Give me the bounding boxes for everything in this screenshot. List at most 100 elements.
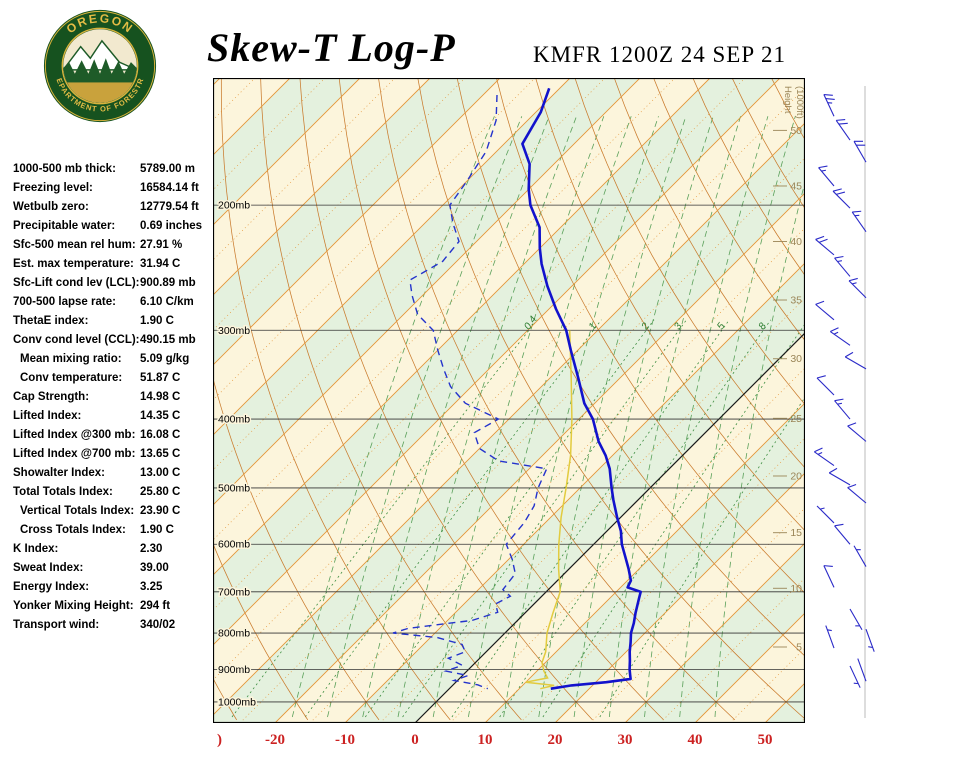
index-label: Showalter Index: xyxy=(13,467,106,479)
axis-tick-label: -10 xyxy=(335,732,355,748)
wind-barb-staff xyxy=(853,141,867,163)
pressure-label: 1000mb xyxy=(218,696,256,708)
index-value: 5789.00 m xyxy=(140,163,195,175)
index-label: K Index: xyxy=(13,543,59,555)
mixing-ratio-lines xyxy=(231,319,805,718)
wind-barb-feather xyxy=(838,122,848,125)
index-label: Total Totals Index: xyxy=(13,486,113,498)
wind-barb-staff xyxy=(835,120,851,141)
index-value: 16584.14 ft xyxy=(140,182,199,194)
index-label: Sfc-500 mean rel hum: xyxy=(13,239,136,251)
logo-forest-scene xyxy=(63,39,137,103)
wind-barb-feather xyxy=(834,523,844,527)
height-mark-label: 45 xyxy=(790,180,802,192)
index-row: Cross Totals Index: 1.90 C xyxy=(13,521,215,540)
height-mark-label: 40 xyxy=(790,236,802,248)
wind-barb-staff xyxy=(849,608,863,631)
wind-barb-staff xyxy=(834,400,851,420)
axis-tick-label: 0 xyxy=(411,732,419,748)
chart-border xyxy=(213,78,805,723)
logo-rim xyxy=(44,10,156,122)
index-label: Yonker Mixing Height: xyxy=(13,600,134,612)
wind-barb-feather xyxy=(847,483,857,489)
wind-barb-staff xyxy=(857,658,867,682)
height-mark-label: 30 xyxy=(790,353,802,365)
index-row: Cap Strength: 14.98 C xyxy=(13,388,215,407)
mixing-ratio-label: 3 xyxy=(672,321,684,332)
height-mark-label: 10 xyxy=(790,583,802,595)
index-row: 1000-500 mb thick: 5789.00 m xyxy=(13,160,215,179)
wind-barb-feather xyxy=(848,277,858,282)
wind-barb-staff xyxy=(815,303,835,321)
index-label: Conv cond level (CCL): xyxy=(13,334,140,346)
wind-barb-halffeather xyxy=(833,331,839,335)
wind-barb-staff xyxy=(832,190,851,209)
index-value: 13.65 C xyxy=(140,448,181,460)
wind-barb-feather xyxy=(832,188,842,192)
index-label: Est. max temperature: xyxy=(13,258,134,270)
mixing-ratio-label: 1 xyxy=(587,321,599,332)
height-mark-label: 5 xyxy=(796,641,802,653)
index-row: Vertical Totals Index: 23.90 C xyxy=(13,502,215,521)
index-row: Lifted Index @300 mb: 16.08 C xyxy=(13,426,215,445)
station-time-label: KMFR 1200Z 24 SEP 21 xyxy=(533,42,787,67)
wind-barb-staff xyxy=(818,167,835,187)
axis-tick-label: -20 xyxy=(265,732,285,748)
indices-panel: 1000-500 mb thick: 5789.00 m Freezing leve… xyxy=(13,160,215,635)
index-value: 39.00 xyxy=(140,562,169,574)
index-row: Freezing level: 16584.14 ft xyxy=(13,179,215,198)
index-value: 0.69 inches xyxy=(140,220,203,232)
index-row: Showalter Index: 13.00 C xyxy=(13,464,215,483)
wind-barb-staff xyxy=(814,451,835,466)
wind-barb-feather xyxy=(830,327,839,333)
index-row: Sfc-Lift cond lev (LCL): 900.89 mb xyxy=(13,274,215,293)
wind-barb-staff xyxy=(823,565,835,588)
index-value: 31.94 C xyxy=(140,258,181,270)
wind-barb-staff xyxy=(815,239,835,256)
height-mark-label: 50 xyxy=(790,125,802,137)
wind-barb-feather xyxy=(815,300,825,305)
index-value: 2.30 xyxy=(140,543,163,555)
wind-barb-halffeather xyxy=(821,169,826,172)
axis-tick-label: 40 xyxy=(688,732,703,748)
height-mark-label: 25 xyxy=(790,413,802,425)
index-label: Lifted Index @700 mb: xyxy=(13,448,136,460)
index-row: ThetaE index: 1.90 C xyxy=(13,312,215,331)
temperature-trace xyxy=(521,87,643,690)
wind-barb-feather xyxy=(844,351,854,358)
index-row: Energy Index: 3.25 xyxy=(13,578,215,597)
pressure-label: 800mb xyxy=(218,628,250,640)
wind-barb-feather xyxy=(836,191,846,195)
index-value: 1.90 C xyxy=(140,315,174,327)
index-row: Sfc-500 mean rel hum: 27.91 % xyxy=(13,236,215,255)
height-mark-label: 20 xyxy=(790,470,802,482)
axis-tick-label: 50 xyxy=(758,732,773,748)
wind-barb-staff xyxy=(849,665,861,688)
wind-barb-staff xyxy=(834,525,851,545)
index-row: 700-500 lapse rate: 6.10 C/km xyxy=(13,293,215,312)
axis-tick-label: 20 xyxy=(548,732,563,748)
wind-barb-staff xyxy=(844,356,867,370)
pressure-label: 600mb xyxy=(218,539,250,551)
page-title: Skew-T Log-P xyxy=(207,25,456,70)
index-label: Lifted Index @300 mb: xyxy=(13,429,136,441)
height-axis-title: Height xyxy=(782,86,793,114)
mixing-ratio-label: 5 xyxy=(715,321,727,332)
index-label: Energy Index: xyxy=(13,581,90,593)
index-row: K Index: 2.30 xyxy=(13,540,215,559)
dewpoint-trace xyxy=(392,94,548,690)
index-row: Lifted Index: 14.35 C xyxy=(13,407,215,426)
index-label: Sfc-Lift cond lev (LCL): xyxy=(13,277,140,289)
index-label: Conv temperature: xyxy=(20,372,123,384)
wind-barb-staff xyxy=(825,625,835,649)
axis-tick-label: 30 xyxy=(618,732,633,748)
pressure-label: 500mb xyxy=(218,482,250,494)
index-value: 23.90 C xyxy=(140,505,181,517)
wind-barb-staff xyxy=(828,472,851,486)
wind-barb-feather xyxy=(834,255,844,259)
index-row: Wetbulb zero: 12779.54 ft xyxy=(13,198,215,217)
pressure-label: 300mb xyxy=(218,325,250,337)
wind-barb-staff xyxy=(847,425,867,442)
